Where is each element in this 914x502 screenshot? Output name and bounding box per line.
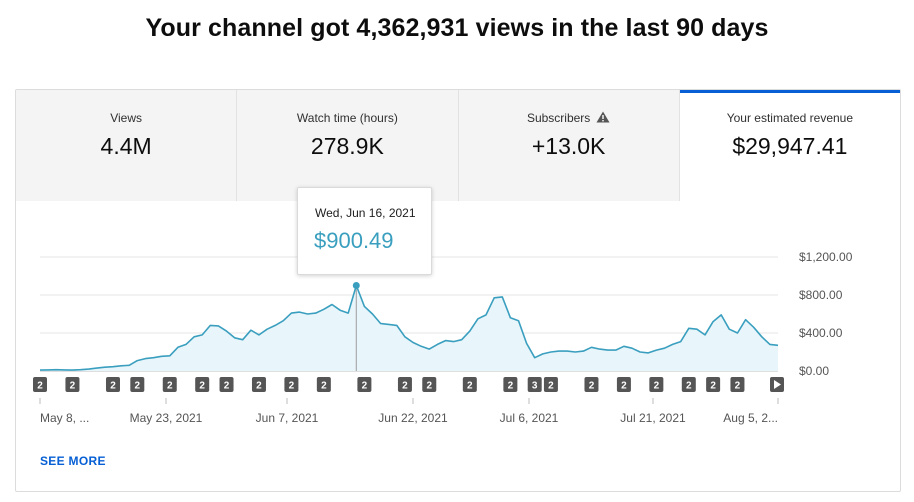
x-tick-label: Aug 5, 2... — [723, 411, 778, 425]
analytics-card: Views 4.4M Watch time (hours) 278.9K Sub… — [15, 89, 901, 492]
svg-text:2: 2 — [710, 381, 716, 392]
y-tick-label: $400.00 — [799, 326, 843, 340]
event-marker[interactable]: 2 — [162, 377, 177, 392]
see-more-link[interactable]: SEE MORE — [40, 454, 106, 468]
svg-text:2: 2 — [110, 381, 116, 392]
svg-text:2: 2 — [548, 381, 554, 392]
event-marker[interactable]: 3 — [527, 377, 542, 392]
event-marker[interactable]: 2 — [422, 377, 437, 392]
revenue-line — [39, 284, 779, 371]
tab-subscribers-label-wrap: Subscribers — [459, 111, 679, 126]
svg-text:2: 2 — [735, 381, 741, 392]
chart-area — [40, 285, 778, 371]
x-tick-label: Jun 7, 2021 — [256, 411, 319, 425]
event-marker[interactable]: 2 — [503, 377, 518, 392]
y-tick-label: $800.00 — [799, 288, 843, 302]
tab-subscribers-label: Subscribers — [526, 111, 591, 125]
svg-text:2: 2 — [256, 381, 262, 392]
event-marker[interactable]: 2 — [543, 377, 558, 392]
tooltip-value: $900.49 — [314, 228, 394, 253]
x-tick-label: Jun 22, 2021 — [378, 411, 448, 425]
svg-text:2: 2 — [621, 381, 627, 392]
event-marker[interactable]: 2 — [730, 377, 745, 392]
y-tick-label: $1,200.00 — [799, 250, 853, 264]
event-marker[interactable]: 2 — [105, 377, 120, 392]
markers-next-icon[interactable] — [770, 377, 784, 392]
svg-text:2: 2 — [199, 381, 205, 392]
event-marker[interactable]: 2 — [706, 377, 721, 392]
event-marker[interactable]: 2 — [219, 377, 234, 392]
tab-views[interactable]: Views 4.4M — [16, 90, 238, 201]
warning-icon[interactable] — [596, 111, 610, 126]
svg-text:2: 2 — [224, 381, 230, 392]
tab-views-label: Views — [110, 111, 143, 125]
svg-text:2: 2 — [37, 381, 43, 392]
svg-text:2: 2 — [467, 381, 473, 392]
svg-text:2: 2 — [508, 381, 514, 392]
svg-text:2: 2 — [686, 381, 692, 392]
event-marker[interactable]: 2 — [584, 377, 599, 392]
tab-estimated-revenue[interactable]: Your estimated revenue $29,947.41 — [679, 90, 900, 201]
metric-tabs: Views 4.4M Watch time (hours) 278.9K Sub… — [16, 90, 900, 201]
svg-text:2: 2 — [654, 381, 660, 392]
highlight-point — [352, 282, 360, 289]
y-tick-label: $0.00 — [799, 364, 829, 378]
svg-text:2: 2 — [70, 381, 76, 392]
tab-subscribers[interactable]: Subscribers +13.0K — [458, 90, 680, 201]
event-marker[interactable]: 2 — [649, 377, 664, 392]
event-marker[interactable]: 2 — [33, 377, 47, 392]
x-tick-label: Jul 21, 2021 — [620, 411, 686, 425]
chart-tooltip: Wed, Jun 16, 2021 $900.49 — [297, 187, 432, 275]
event-marker[interactable]: 2 — [284, 377, 299, 392]
tab-views-value: 4.4M — [100, 133, 152, 159]
x-tick-label: May 8, ... — [40, 411, 89, 425]
event-marker[interactable]: 2 — [65, 377, 80, 392]
x-tick-label: Jul 6, 2021 — [500, 411, 559, 425]
event-marker[interactable]: 2 — [462, 377, 477, 392]
event-marker[interactable]: 2 — [397, 377, 412, 392]
tab-watch-time-label: Watch time (hours) — [296, 111, 398, 125]
tab-revenue-value: $29,947.41 — [732, 133, 848, 159]
svg-text:2: 2 — [321, 381, 327, 392]
page-headline: Your channel got 4,362,931 views in the … — [145, 14, 769, 42]
event-marker[interactable]: 2 — [251, 377, 266, 392]
tab-watch-time[interactable]: Watch time (hours) 278.9K — [237, 90, 459, 201]
svg-text:2: 2 — [426, 381, 432, 392]
tab-subscribers-value: +13.0K — [531, 133, 606, 159]
revenue-chart[interactable]: $1,200.00 $800.00 $400.00 $0.00 2 2 2 2 2 2 2 2 2 2 2 2… — [16, 90, 900, 430]
tooltip-date: Wed, Jun 16, 2021 — [315, 206, 416, 220]
event-marker[interactable]: 2 — [357, 377, 372, 392]
event-marker[interactable]: 2 — [195, 377, 210, 392]
svg-text:2: 2 — [167, 381, 173, 392]
svg-text:2: 2 — [402, 381, 408, 392]
event-marker[interactable]: 2 — [316, 377, 331, 392]
tab-watch-time-value: 278.9K — [310, 133, 384, 159]
x-tick-label: May 23, 2021 — [130, 411, 203, 425]
event-marker[interactable]: 2 — [616, 377, 631, 392]
svg-text:2: 2 — [362, 381, 368, 392]
svg-text:2: 2 — [289, 381, 295, 392]
event-marker[interactable]: 2 — [681, 377, 696, 392]
svg-text:2: 2 — [135, 381, 141, 392]
event-marker[interactable]: 2 — [130, 377, 145, 392]
svg-text:2: 2 — [589, 381, 595, 392]
tab-revenue-label: Your estimated revenue — [726, 111, 854, 125]
svg-text:3: 3 — [532, 381, 538, 392]
